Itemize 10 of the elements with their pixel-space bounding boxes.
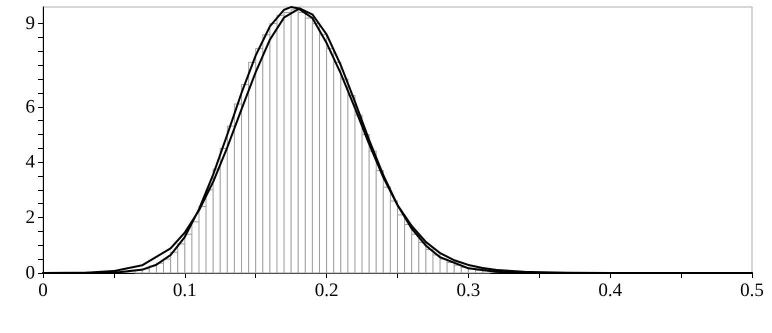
y-tick-label: 4 <box>26 152 36 173</box>
x-tick-label: 0.4 <box>598 280 623 301</box>
x-tick-label: 0.5 <box>740 280 764 301</box>
x-tick-label: 0.1 <box>172 280 197 301</box>
y-tick-label: 0 <box>26 262 35 284</box>
y-tick-label: 6 <box>26 96 35 118</box>
x-tick-label: 0.3 <box>456 280 480 301</box>
y-tick-label: 2 <box>26 207 35 228</box>
x-tick-label: 0.2 <box>314 280 338 301</box>
y-tick-label: 9 <box>26 13 35 34</box>
